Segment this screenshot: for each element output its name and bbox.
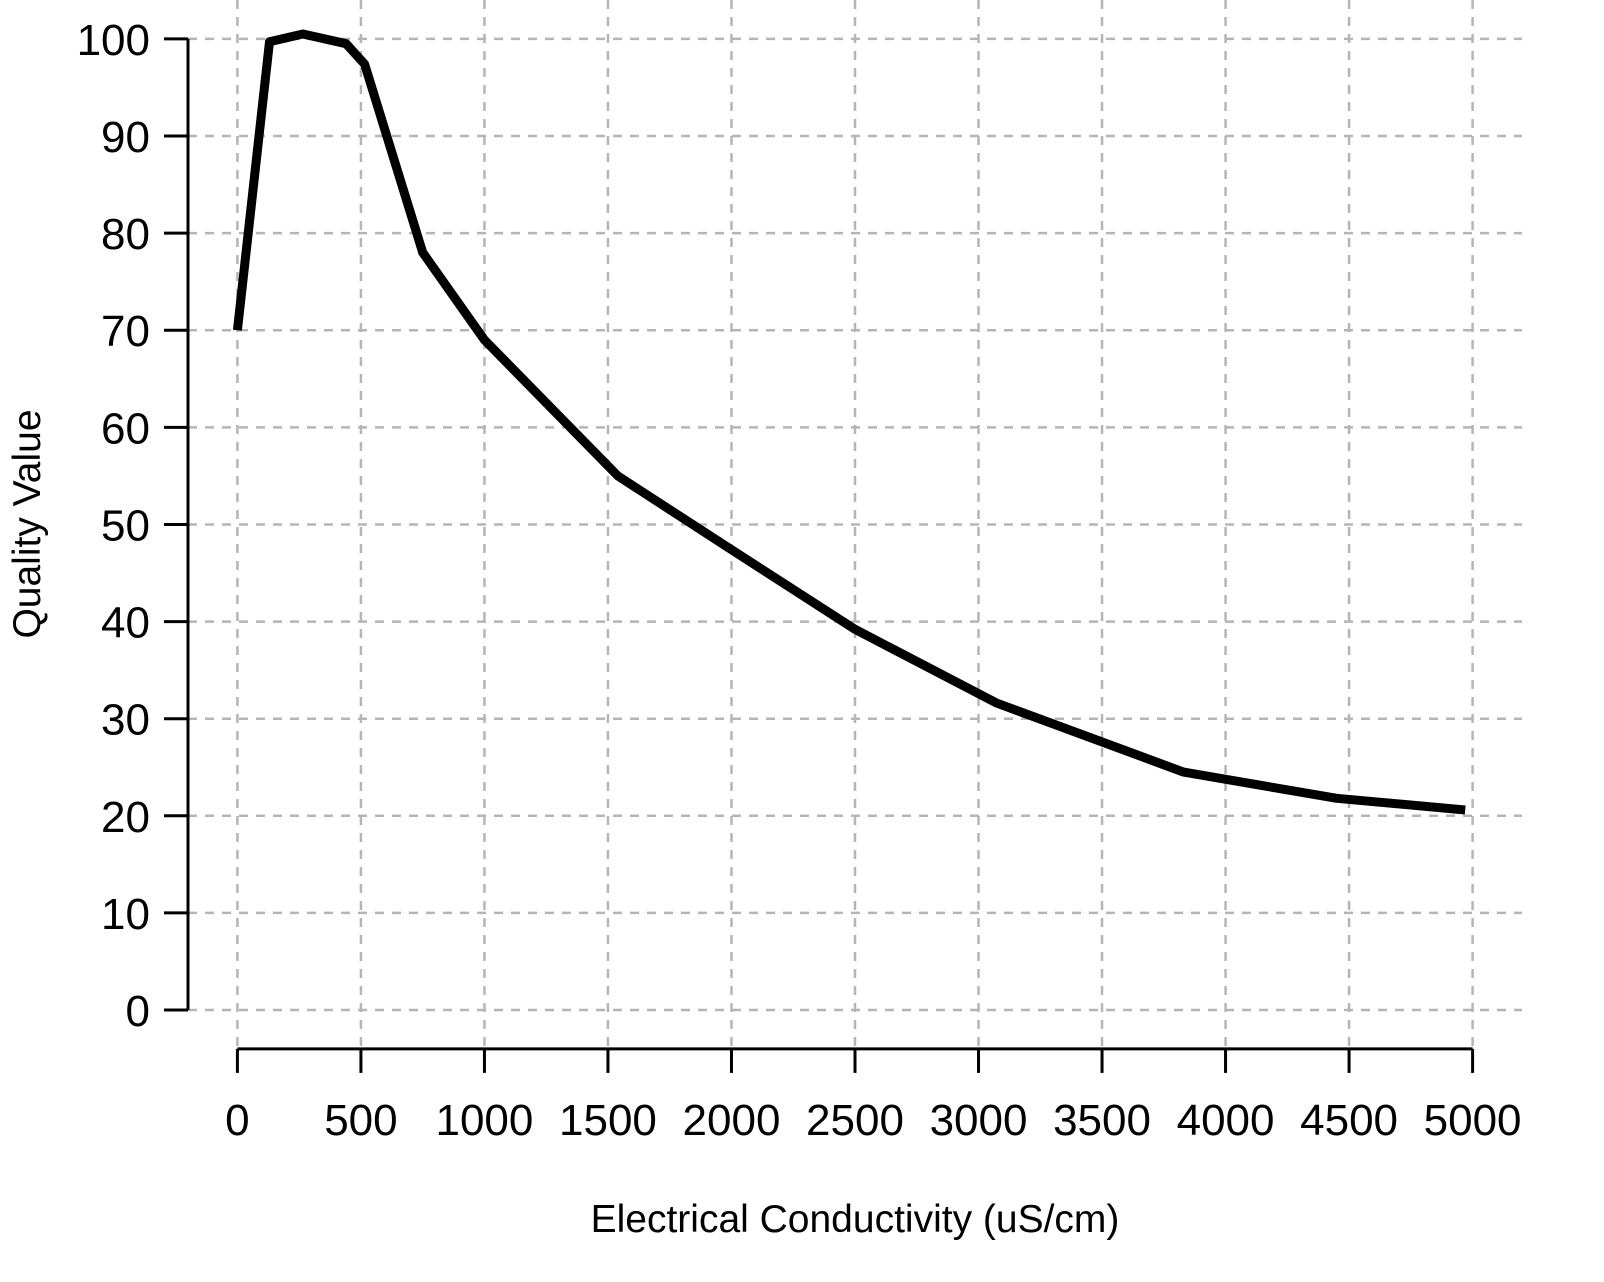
- y-tick-label: 20: [101, 793, 150, 842]
- y-tick-label: 0: [126, 987, 150, 1036]
- axis-titles: Electrical Conductivity (uS/cm) Quality …: [6, 409, 1119, 1241]
- data-line: [232, 29, 1466, 815]
- x-tick-label: 4000: [1177, 1096, 1275, 1145]
- x-tick-label: 500: [324, 1096, 397, 1145]
- x-tick-label: 3500: [1053, 1096, 1151, 1145]
- x-tick-label: 1000: [435, 1096, 533, 1145]
- y-tick-label: 10: [101, 890, 150, 939]
- y-tick-label: 90: [101, 113, 150, 162]
- data-series: [232, 29, 1466, 815]
- y-tick-label: 80: [101, 210, 150, 259]
- x-tick-label: 2000: [683, 1096, 781, 1145]
- x-tick-label: 3000: [930, 1096, 1028, 1145]
- y-tick-label: 40: [101, 599, 150, 648]
- x-tick-label: 4500: [1300, 1096, 1398, 1145]
- x-tick-label: 2500: [806, 1096, 904, 1145]
- y-tick-label: 50: [101, 501, 150, 550]
- y-tick-label: 30: [101, 696, 150, 745]
- gridlines: [188, 0, 1522, 1049]
- x-tick-label: 0: [225, 1096, 249, 1145]
- x-tick-label: 5000: [1424, 1096, 1522, 1145]
- y-tick-label: 70: [101, 307, 150, 356]
- y-tick-label: 100: [77, 16, 150, 65]
- x-axis-title: Electrical Conductivity (uS/cm): [591, 1198, 1120, 1241]
- y-tick-label: 60: [101, 404, 150, 453]
- y-axis-title: Quality Value: [6, 409, 49, 638]
- x-tick-label: 1500: [559, 1096, 657, 1145]
